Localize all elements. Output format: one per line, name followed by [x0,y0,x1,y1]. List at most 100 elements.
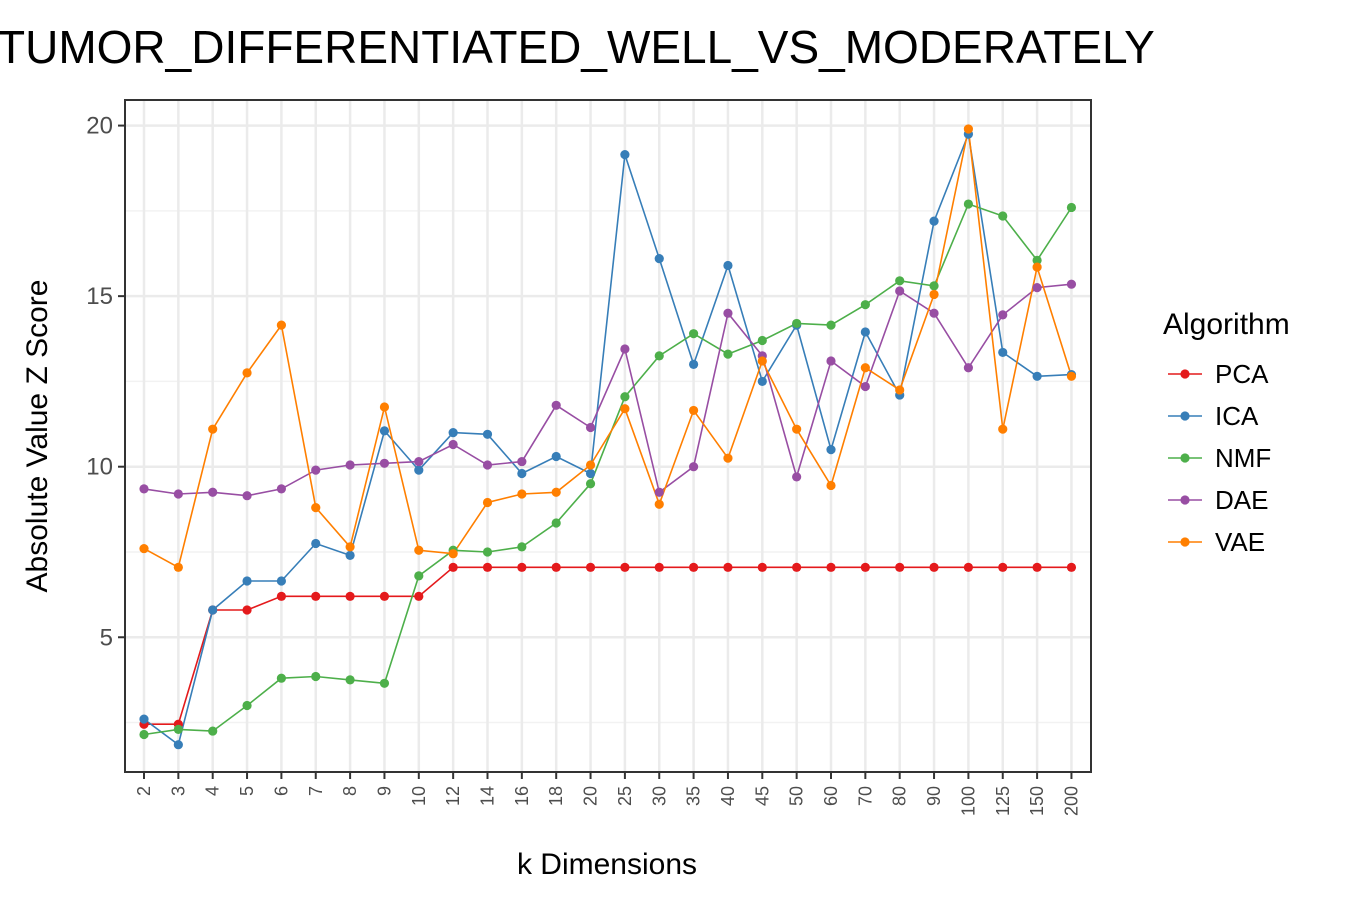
legend-label-ica: ICA [1215,401,1259,431]
data-point-pca [1032,562,1042,572]
data-point-dae [963,363,974,373]
data-point-ica [860,327,870,337]
data-point-dae [311,465,321,475]
data-point-ica [826,445,836,455]
x-tick-label: 16 [512,786,532,806]
data-point-dae [345,460,355,470]
x-tick-label: 2 [134,786,154,796]
data-point-vae [379,402,390,412]
data-point-ica [414,465,424,475]
data-point-vae [689,405,699,416]
legend-key-point-ica [1180,411,1190,421]
series-line-pca [144,566,1072,726]
legend-key-point-dae [1180,495,1190,505]
data-point-nmf [620,392,630,402]
data-point-dae [689,462,699,472]
x-tick-label: 10 [409,786,429,806]
data-point-nmf [963,199,974,209]
data-point-dae [482,460,493,470]
data-point-ica [723,260,733,271]
data-point-vae [895,385,905,395]
x-tick-label: 3 [168,786,188,796]
data-point-nmf [311,671,321,682]
y-tick-label: 20 [86,113,113,140]
data-point-vae [929,289,939,300]
data-point-ica [929,216,939,226]
data-point-vae [414,545,424,555]
x-tick-label: 14 [478,786,498,806]
data-point-dae [414,456,424,467]
data-point-vae [1032,262,1042,272]
data-point-ica [757,376,767,387]
data-point-dae [929,308,939,318]
y-tick-label: 5 [100,624,113,651]
data-point-pca [929,562,939,572]
data-point-nmf [173,724,183,734]
data-point-nmf [517,542,527,552]
data-point-nmf [482,547,493,557]
legend-key-point-pca [1180,369,1190,379]
data-point-pca [311,591,321,601]
data-point-vae [723,453,733,463]
data-point-ica [551,451,561,462]
data-point-nmf [860,300,870,310]
data-point-vae [448,549,458,559]
data-point-vae [620,404,630,414]
data-point-pca [620,562,630,572]
legend-label-pca: PCA [1215,359,1269,389]
series-line-vae [143,128,1073,569]
x-tick-label: 35 [684,786,704,806]
data-point-ica [448,427,458,438]
x-tick-label: 7 [306,786,326,796]
data-point-nmf [1032,255,1042,265]
data-point-ica [173,740,183,750]
legend-key-point-vae [1180,537,1190,547]
data-point-ica [620,149,630,160]
data-point-dae [826,356,836,366]
data-point-ica [276,576,286,586]
data-point-dae [379,458,390,468]
data-point-pca [517,562,527,572]
data-point-pca [379,591,390,601]
x-axis-title: k Dimensions [517,848,697,881]
data-point-dae [276,484,286,494]
x-tick-label: 50 [787,786,807,806]
data-point-ica [1032,371,1042,381]
data-point-nmf [414,571,424,581]
y-axis-title: Absolute Value Z Score [21,280,54,593]
data-point-vae [139,543,149,554]
x-tick-label: 100 [958,786,978,816]
data-point-ica [689,359,699,369]
data-point-vae [998,424,1008,434]
data-point-pca [860,562,870,572]
x-tick-label: 70 [855,786,875,806]
y-tick-label: 10 [86,454,113,481]
data-point-vae [963,124,974,134]
legend-label-nmf: NMF [1215,443,1271,473]
data-point-ica [517,468,527,479]
data-point-dae [551,400,561,410]
data-point-nmf [551,518,561,528]
data-point-nmf [585,479,596,489]
data-point-ica [654,254,664,264]
data-point-vae [1066,371,1077,381]
data-point-nmf [242,700,252,711]
data-point-dae [895,286,905,296]
data-point-dae [448,439,458,450]
x-tick-label: 45 [752,786,772,806]
x-tick-label: 4 [203,786,223,796]
data-point-pca [723,562,733,572]
data-point-pca [826,562,836,572]
x-tick-label: 9 [374,786,394,796]
data-point-nmf [139,729,149,740]
data-point-nmf [723,349,733,359]
data-point-nmf [895,276,905,286]
data-point-vae [311,503,321,513]
data-point-dae [139,484,149,494]
series-line-ica [143,131,1072,747]
data-point-pca [792,562,802,572]
data-point-vae [208,424,218,434]
data-point-dae [654,487,664,497]
